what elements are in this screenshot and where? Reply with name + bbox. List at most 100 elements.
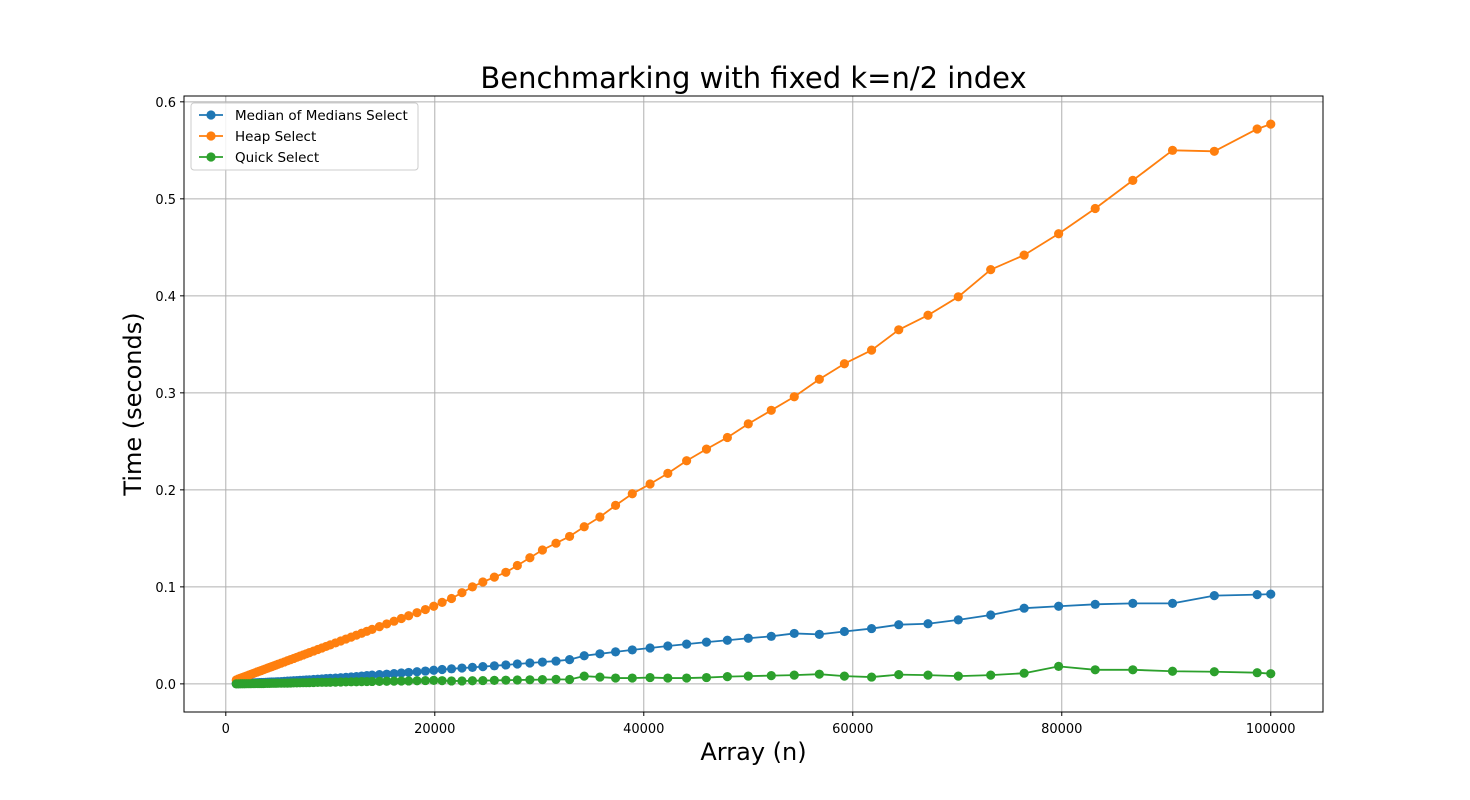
data-point [457, 588, 467, 598]
x-tick-label: 40000 [623, 722, 664, 737]
data-point [627, 673, 637, 683]
data-point [701, 672, 712, 683]
data-point [525, 675, 535, 685]
data-point [512, 675, 522, 685]
legend-label: Quick Select [235, 150, 319, 166]
y-axis-title: Time (seconds) [119, 312, 147, 496]
legend-marker [206, 131, 216, 141]
data-point [743, 419, 753, 429]
legend-marker [206, 152, 216, 162]
data-point [610, 647, 621, 657]
data-point [1266, 669, 1276, 679]
data-point [701, 637, 712, 647]
data-point [894, 620, 904, 630]
data-point [1019, 250, 1029, 260]
data-point [429, 675, 439, 685]
data-point [1090, 665, 1100, 675]
data-point [610, 500, 621, 510]
data-point [953, 671, 963, 681]
data-point [404, 667, 414, 678]
data-point [429, 665, 439, 675]
data-point [537, 674, 548, 685]
data-point [866, 672, 877, 682]
data-point [579, 671, 589, 681]
data-point [367, 670, 377, 680]
x-axis-title: Array (n) [700, 738, 806, 766]
data-point [467, 676, 478, 686]
data-point [389, 616, 399, 626]
data-point [645, 479, 655, 489]
axis-ticks: 0 20000 40000 60000 80000 100000 0.0 0.1 0.2 0.3 0… [155, 96, 1295, 737]
data-point [382, 669, 392, 679]
data-point [743, 633, 753, 643]
data-point [627, 645, 637, 655]
data-point [610, 673, 621, 683]
data-point [1266, 119, 1276, 129]
data-point [839, 359, 850, 369]
data-point [789, 670, 799, 680]
data-point [382, 619, 392, 629]
data-point [839, 626, 850, 637]
data-point [525, 658, 535, 668]
data-point [551, 656, 561, 666]
data-point [1167, 598, 1178, 608]
y-tick-label: 0.2 [155, 484, 176, 499]
data-point [1128, 598, 1138, 608]
data-point [457, 676, 467, 686]
data-point [382, 676, 392, 686]
data-point [478, 675, 488, 686]
data-point [457, 663, 467, 673]
data-point [923, 310, 933, 320]
data-point [467, 662, 478, 672]
data-point [389, 668, 399, 679]
data-point [986, 670, 996, 680]
data-point [1266, 589, 1276, 599]
data-point [663, 641, 673, 651]
data-point [923, 670, 933, 680]
data-point [986, 265, 996, 275]
data-point [1019, 603, 1029, 613]
data-point [627, 489, 637, 499]
y-tick-label: 0.0 [155, 678, 176, 693]
data-point [663, 468, 673, 478]
data-point [866, 345, 877, 355]
legend-marker [206, 110, 216, 120]
data-point [551, 674, 561, 685]
data-point [1209, 667, 1219, 677]
data-point [986, 610, 996, 620]
data-point [1054, 601, 1064, 611]
data-point [437, 664, 447, 675]
data-point [396, 613, 406, 624]
data-point [722, 635, 732, 645]
chart-title: Benchmarking with fixed k=n/2 index [480, 61, 1026, 95]
data-point [412, 667, 422, 677]
data-point [412, 676, 422, 686]
data-point [512, 659, 522, 669]
data-point [682, 639, 692, 649]
data-point [1054, 661, 1064, 672]
data-point [478, 577, 488, 587]
data-point [814, 374, 824, 384]
legend-label: Heap Select [235, 129, 316, 145]
data-point [814, 629, 824, 639]
data-point [564, 655, 575, 665]
y-tick-label: 0.3 [155, 387, 176, 402]
data-point [537, 657, 548, 667]
data-point [1054, 229, 1064, 239]
data-point [374, 670, 385, 680]
data-point [446, 676, 457, 686]
x-tick-label: 60000 [832, 722, 873, 737]
plot-frame [183, 95, 1324, 713]
data-point [420, 666, 430, 676]
data-point [501, 567, 511, 577]
legend-item: Median of Medians Select [199, 108, 408, 124]
y-tick-label: 0.6 [155, 96, 176, 111]
data-point [1252, 668, 1262, 678]
data-point [1167, 666, 1178, 676]
data-point [789, 392, 799, 402]
x-tick-label: 100000 [1246, 722, 1296, 737]
data-point [489, 675, 499, 685]
data-point [512, 560, 522, 571]
data-point [1209, 146, 1219, 156]
